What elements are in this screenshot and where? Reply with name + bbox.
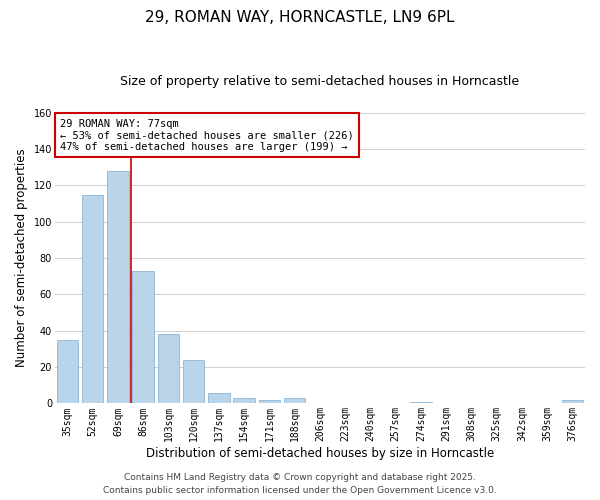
Text: 29 ROMAN WAY: 77sqm
← 53% of semi-detached houses are smaller (226)
47% of semi-: 29 ROMAN WAY: 77sqm ← 53% of semi-detach… bbox=[60, 118, 354, 152]
X-axis label: Distribution of semi-detached houses by size in Horncastle: Distribution of semi-detached houses by … bbox=[146, 447, 494, 460]
Y-axis label: Number of semi-detached properties: Number of semi-detached properties bbox=[15, 149, 28, 368]
Bar bbox=[259, 400, 280, 404]
Text: 29, ROMAN WAY, HORNCASTLE, LN9 6PL: 29, ROMAN WAY, HORNCASTLE, LN9 6PL bbox=[145, 10, 455, 25]
Title: Size of property relative to semi-detached houses in Horncastle: Size of property relative to semi-detach… bbox=[121, 75, 520, 88]
Bar bbox=[82, 194, 103, 404]
Bar bbox=[284, 398, 305, 404]
Bar bbox=[208, 392, 230, 404]
Bar bbox=[107, 171, 128, 404]
Bar bbox=[410, 402, 431, 404]
Bar bbox=[233, 398, 255, 404]
Bar bbox=[562, 400, 583, 404]
Text: Contains HM Land Registry data © Crown copyright and database right 2025.
Contai: Contains HM Land Registry data © Crown c… bbox=[103, 474, 497, 495]
Bar bbox=[158, 334, 179, 404]
Bar bbox=[183, 360, 205, 404]
Bar bbox=[133, 271, 154, 404]
Bar bbox=[57, 340, 78, 404]
